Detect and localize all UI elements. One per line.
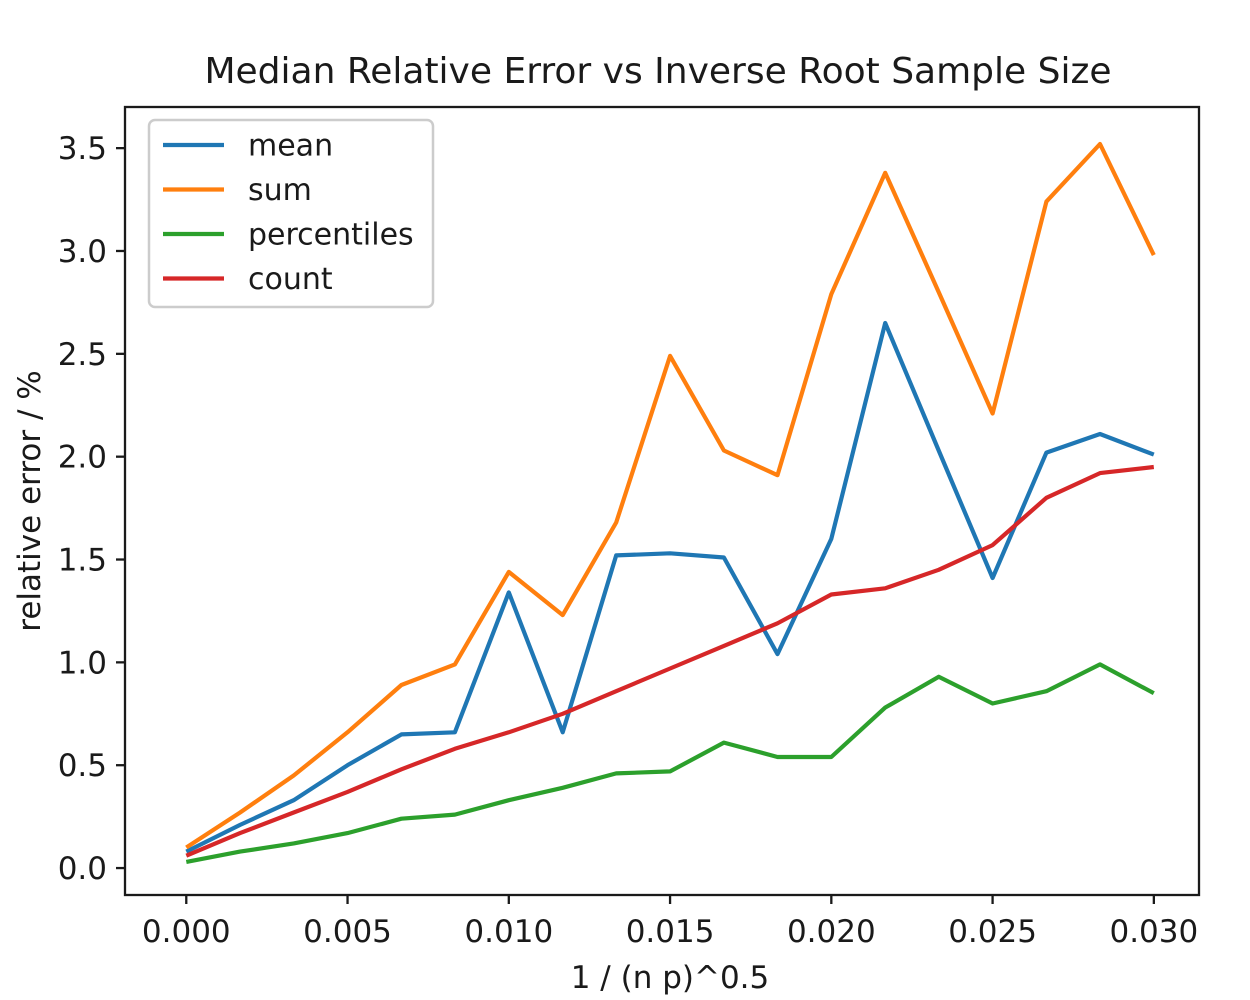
x-tick-label: 0.010 [464, 914, 553, 950]
series-lines [185, 141, 1156, 864]
y-tick-label: 3.5 [58, 131, 107, 167]
chart-title: Median Relative Error vs Inverse Root Sa… [204, 51, 1111, 92]
x-axis-ticks: 0.000 0.005 0.010 0.015 0.020 0.025 0.030 [142, 895, 1198, 950]
legend-label-mean: mean [248, 129, 333, 164]
x-tick-label: 0.000 [142, 914, 231, 950]
legend-box [147, 118, 435, 309]
x-tick-label: 0.025 [948, 914, 1037, 950]
series-line-mean [185, 320, 1155, 854]
x-tick-label: 0.020 [787, 914, 876, 950]
y-tick-label: 0.0 [58, 851, 107, 887]
series-line-count [185, 464, 1155, 858]
y-tick-label: 1.5 [58, 543, 107, 579]
y-axis-ticks: 0.0 0.5 1.0 1.5 2.0 2.5 3.0 3.5 [58, 131, 125, 887]
series-line-sum [185, 141, 1156, 850]
plot-area-spines [123, 105, 1201, 897]
y-tick-label: 3.0 [58, 234, 107, 270]
x-tick-label: 0.030 [1109, 914, 1198, 950]
y-tick-label: 0.5 [58, 748, 107, 784]
y-axis-label: relative error / % [12, 370, 48, 631]
legend-label-count: count [248, 262, 333, 297]
legend-label-percentiles: percentiles [248, 218, 414, 253]
x-tick-label: 0.005 [303, 914, 392, 950]
y-tick-label: 2.5 [58, 337, 107, 373]
y-tick-label: 1.0 [58, 645, 107, 681]
x-tick-label: 0.015 [626, 914, 715, 950]
legend-label-sum: sum [248, 173, 312, 208]
y-tick-label: 2.0 [58, 440, 107, 476]
x-axis-label: 1 / (n p)^0.5 [571, 960, 770, 996]
series-line-percentiles [185, 662, 1155, 864]
legend: mean sum percentiles count [147, 118, 435, 309]
